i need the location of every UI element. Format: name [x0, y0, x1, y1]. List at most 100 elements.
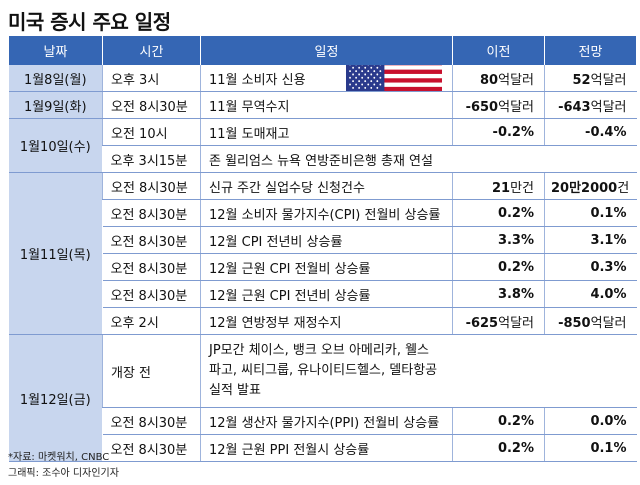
- table-row: 오전 8시30분 12월 근원 PPI 전월시 상승률 0.2% 0.1%: [9, 434, 637, 462]
- event-text: 11월 소비자 신용: [209, 72, 306, 88]
- date-cell: 1월11일(목): [8, 172, 103, 335]
- date-cell: 1월9일(화): [8, 91, 103, 119]
- schedule-table: 날짜 시간 일정 이전 전망 1월8일(월) 오후 3시 11월 소비자 신용: [8, 36, 637, 462]
- header-forecast: 전망: [544, 36, 637, 65]
- forecast-unit: 억달러: [590, 72, 627, 88]
- time-cell: 오후 3시: [102, 65, 201, 92]
- time-cell: 오전 8시30분: [102, 407, 201, 435]
- previous-unit: 억달러: [498, 72, 534, 88]
- event-cell: 존 윌리엄스 뉴욕 연방준비은행 총재 연설: [200, 145, 637, 173]
- table-row: 오전 8시30분 12월 생산자 물가지수(PPI) 전월비 상승률 0.2% …: [9, 407, 637, 435]
- previous-cell: 3.8%: [452, 280, 545, 308]
- graphic-credit: 그래픽: 조수아 디자인기자: [8, 468, 119, 479]
- time-cell: 오전 8시30분: [102, 434, 201, 462]
- time-cell: 오후 2시: [102, 307, 201, 335]
- table-row: 1월8일(월) 오후 3시 11월 소비자 신용: [8, 65, 637, 92]
- time-cell: 오전 8시30분: [102, 226, 201, 254]
- forecast-value: 4.0%: [590, 286, 627, 302]
- date-cell: 1월8일(월): [8, 65, 103, 92]
- forecast-cell: 20만2000건: [544, 172, 637, 200]
- table-row: 오전 8시30분 12월 근원 CPI 전월비 상승률 0.2% 0.3%: [9, 253, 637, 281]
- previous-cell: 21만건: [452, 172, 545, 200]
- previous-cell: -625억달러: [452, 307, 545, 335]
- previous-cell: 0.2%: [452, 434, 545, 462]
- forecast-cell: 52억달러: [544, 65, 637, 92]
- event-cell: 11월 소비자 신용: [200, 65, 453, 92]
- forecast-value: 0.3%: [590, 259, 627, 275]
- forecast-unit: 억달러: [590, 99, 627, 115]
- time-cell: 오전 8시30분: [102, 199, 201, 227]
- forecast-value: 20만2000: [551, 180, 618, 196]
- table-row: 1월11일(목) 오전 8시30분 신규 주간 실업수당 신청건수 21만건 2…: [8, 172, 637, 335]
- previous-cell: 3.3%: [452, 226, 545, 254]
- previous-value: 80: [480, 72, 499, 88]
- forecast-unit: 억달러: [590, 315, 627, 331]
- header-date: 날짜: [8, 36, 103, 65]
- table-row: 오후 3시15분 존 윌리엄스 뉴욕 연방준비은행 총재 연설: [9, 145, 637, 173]
- forecast-cell: -850억달러: [544, 307, 637, 335]
- table-row: 1월10일(수) 오전 10시 11월 도매재고 -0.2% -0.4%: [8, 118, 637, 173]
- previous-value: -650: [465, 99, 499, 115]
- time-cell: 오전 8시30분: [102, 91, 201, 119]
- table-row: 오전 8시30분 12월 CPI 전년비 상승률 3.3% 3.1%: [9, 226, 637, 254]
- previous-cell: 0.2%: [452, 253, 545, 281]
- previous-cell: 0.2%: [452, 407, 545, 435]
- header-event: 일정: [200, 36, 453, 65]
- event-text: JP모간 체이스, 뱅크 오브 아메리카, 웰스 파고, 씨티그룹, 유나이티드…: [209, 343, 438, 398]
- event-cell: 12월 근원 CPI 전월비 상승률: [200, 253, 453, 281]
- header-time: 시간: [102, 36, 201, 65]
- event-cell: 12월 근원 PPI 전월시 상승률: [200, 434, 453, 462]
- previous-value: 0.2%: [497, 413, 534, 429]
- event-cell: JP모간 체이스, 뱅크 오브 아메리카, 웰스 파고, 씨티그룹, 유나이티드…: [200, 334, 637, 408]
- previous-value: -625: [465, 315, 499, 331]
- event-cell: 11월 도매재고: [200, 118, 453, 146]
- forecast-value: -850: [558, 315, 591, 331]
- forecast-value: 0.0%: [590, 413, 627, 429]
- time-cell: 오전 8시30분: [102, 172, 201, 200]
- event-cell: 12월 연방정부 재정수지: [200, 307, 453, 335]
- previous-value: -0.2%: [492, 124, 534, 140]
- table-row: 오전 8시30분 12월 근원 CPI 전년비 상승률 3.8% 4.0%: [9, 280, 637, 308]
- event-cell: 12월 근원 CPI 전년비 상승률: [200, 280, 453, 308]
- previous-value: 3.8%: [497, 286, 534, 302]
- time-cell: 개장 전: [102, 334, 201, 408]
- previous-cell: 0.2%: [452, 199, 545, 227]
- forecast-cell: 0.1%: [544, 199, 637, 227]
- previous-value: 0.2%: [497, 259, 534, 275]
- forecast-value: -0.4%: [585, 124, 627, 140]
- previous-cell: -650억달러: [452, 91, 545, 119]
- table-row: 1월9일(화) 오전 8시30분 11월 무역수지 -650억달러 -643억달…: [8, 91, 637, 119]
- table-row: 오후 2시 12월 연방정부 재정수지 -625억달러 -850억달러: [9, 307, 637, 335]
- forecast-value: 0.1%: [590, 440, 627, 456]
- event-cell: 12월 CPI 전년비 상승률: [200, 226, 453, 254]
- previous-unit: 억달러: [498, 99, 534, 115]
- time-cell: 오전 10시: [102, 118, 201, 146]
- event-cell: 12월 소비자 물가지수(CPI) 전월비 상승률: [200, 199, 453, 227]
- forecast-value: -643: [558, 99, 591, 115]
- previous-cell: -0.2%: [452, 118, 545, 146]
- forecast-cell: -0.4%: [544, 118, 637, 146]
- page-title: 미국 증시 주요 일정: [8, 10, 171, 34]
- forecast-cell: 0.1%: [544, 434, 637, 462]
- time-cell: 오후 3시15분: [102, 145, 201, 173]
- forecast-cell: 3.1%: [544, 226, 637, 254]
- table-row: 1월12일(금) 개장 전 JP모간 체이스, 뱅크 오브 아메리카, 웰스 파…: [8, 334, 637, 462]
- previous-cell: 80억달러: [452, 65, 545, 92]
- previous-value: 0.2%: [497, 205, 534, 221]
- previous-value: 0.2%: [497, 440, 534, 456]
- forecast-value: 52: [572, 72, 591, 88]
- header-previous: 이전: [452, 36, 545, 65]
- forecast-value: 3.1%: [590, 232, 627, 248]
- time-cell: 오전 8시30분: [102, 253, 201, 281]
- forecast-value: 0.1%: [590, 205, 627, 221]
- event-cell: 12월 생산자 물가지수(PPI) 전월비 상승률: [200, 407, 453, 435]
- table-row: 오전 8시30분 12월 소비자 물가지수(CPI) 전월비 상승률 0.2% …: [9, 199, 637, 227]
- previous-value: 21: [491, 180, 511, 196]
- event-cell: 신규 주간 실업수당 신청건수: [200, 172, 453, 200]
- time-cell: 오전 8시30분: [102, 280, 201, 308]
- date-cell: 1월10일(수): [8, 118, 103, 173]
- table-header-row: 날짜 시간 일정 이전 전망: [8, 36, 637, 65]
- previous-value: 3.3%: [497, 232, 534, 248]
- source-note: *자료: 마켓워치, CNBC: [8, 452, 110, 463]
- date-cell: 1월12일(금): [8, 334, 103, 462]
